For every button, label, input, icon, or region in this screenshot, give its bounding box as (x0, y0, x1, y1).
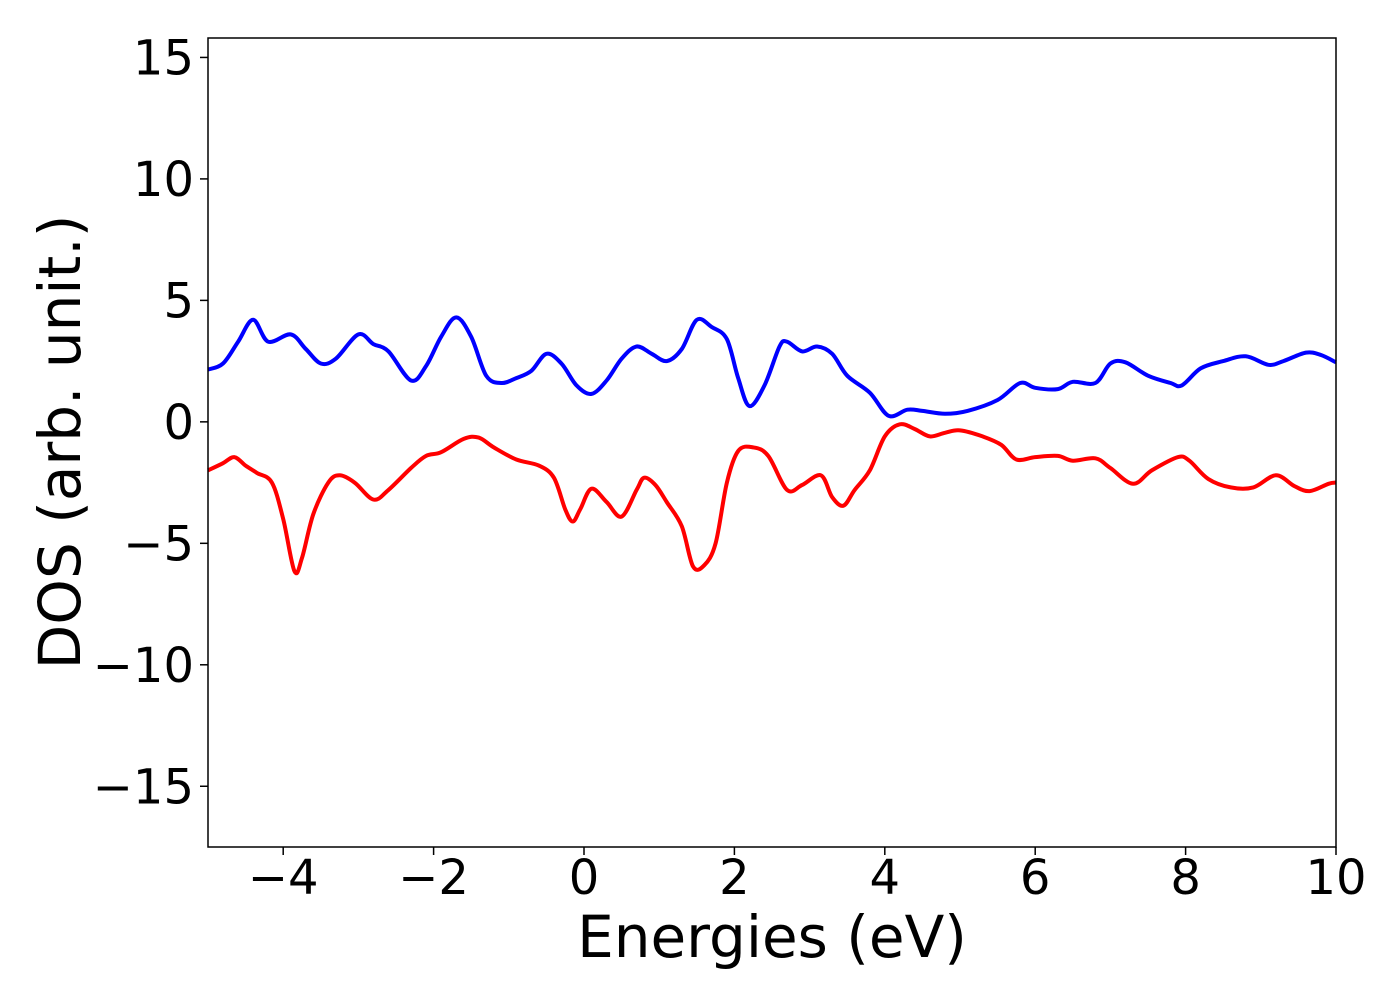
x-tick-label: 4 (870, 850, 901, 906)
series-line-1 (207, 315, 1337, 419)
y-axis-title: DOS (arb. unit.) (26, 215, 94, 670)
y-tick-label: 0 (163, 395, 194, 451)
x-tick-label: 0 (569, 850, 600, 906)
plot-area (207, 315, 1337, 576)
x-tick-label: 8 (1170, 850, 1201, 906)
x-tick-label: −4 (248, 850, 319, 906)
y-axis: −15 −10 −5 0 5 10 15 (93, 30, 208, 815)
y-tick-label: −10 (93, 638, 194, 694)
y-tick-label: 10 (133, 152, 194, 208)
y-tick-label: 15 (133, 30, 194, 86)
plot-frame (207, 37, 1337, 848)
x-tick-label: 6 (1020, 850, 1051, 906)
y-tick-label: −5 (123, 516, 194, 572)
x-axis-title: Energies (eV) (577, 903, 967, 971)
y-tick-label: 5 (163, 273, 194, 329)
x-tick-label: −2 (398, 850, 469, 906)
y-tick-label: −15 (93, 759, 194, 815)
x-tick-label: 10 (1305, 850, 1366, 906)
x-tick-label: 2 (719, 850, 750, 906)
x-axis: −4 −2 0 2 4 6 8 10 (248, 847, 1367, 906)
series-line-2 (207, 422, 1337, 576)
